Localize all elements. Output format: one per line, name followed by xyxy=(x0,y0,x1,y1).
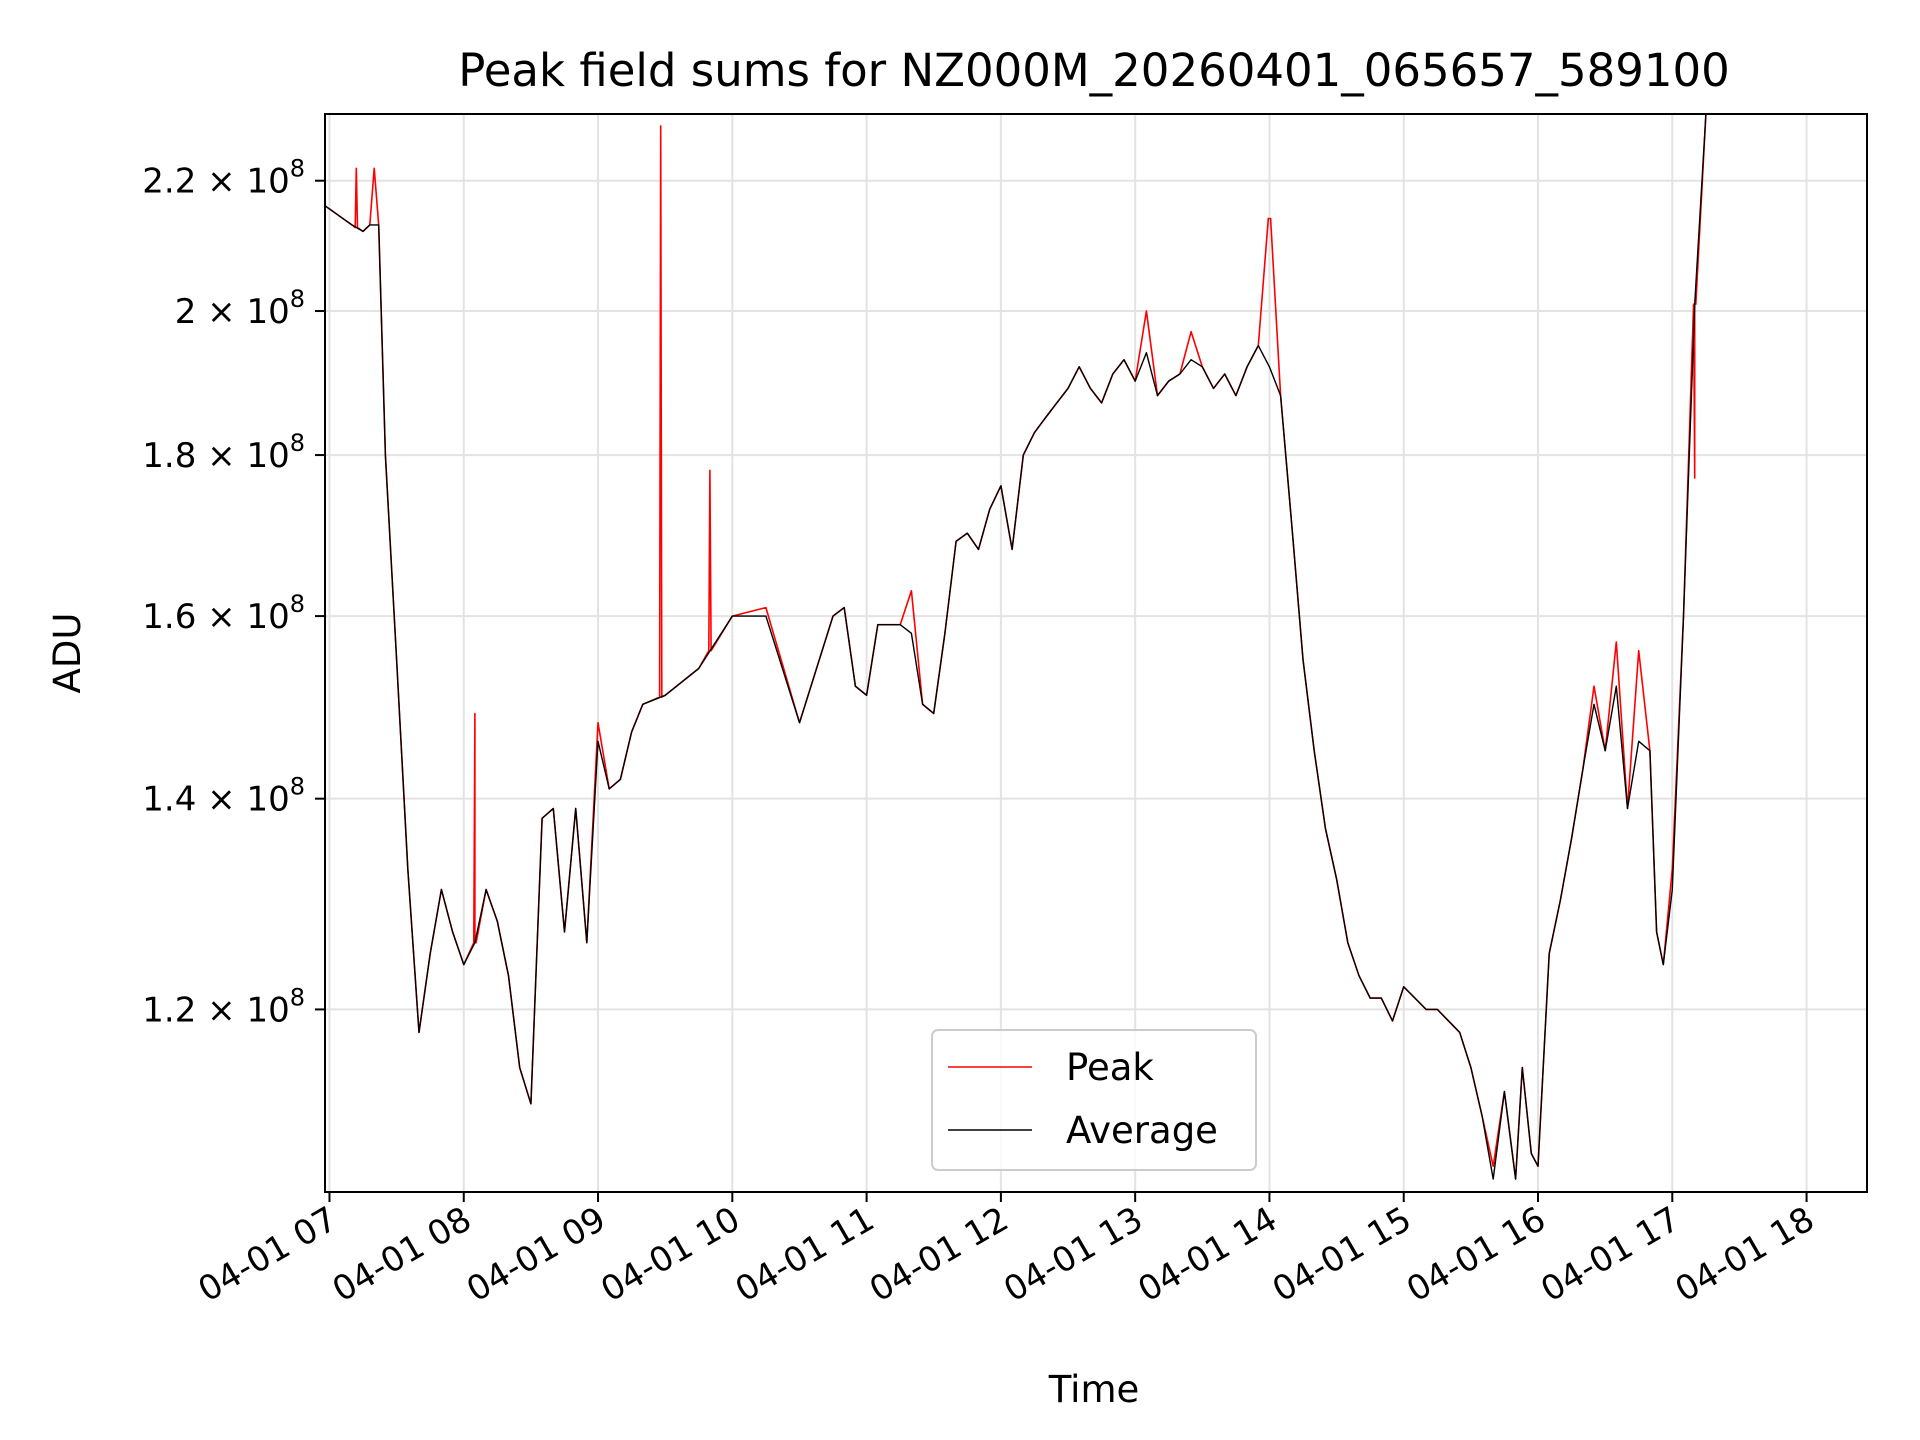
legend-box xyxy=(931,1029,1257,1171)
y-tick-label: 1.8 × 108 xyxy=(142,429,305,476)
chart-title: Peak field sums for NZ000M_20260401_0656… xyxy=(458,44,1730,97)
y-tick-label: 1.4 × 108 xyxy=(142,773,305,820)
legend-label-peak: Peak xyxy=(1066,1046,1154,1089)
y-tick-label: 1.6 × 108 xyxy=(142,590,305,637)
series-group xyxy=(325,114,1718,1180)
plot-frame xyxy=(324,113,1868,1193)
series-line-average xyxy=(325,114,1718,1180)
y-axis-title: ADU xyxy=(46,613,89,694)
y-axis: 1.2 × 108 1.4 × 108 1.6 × 108 1.8 × 108 2 × … xyxy=(142,155,325,1030)
grid xyxy=(325,114,1867,1192)
legend-label-average: Average xyxy=(1066,1109,1218,1152)
y-tick-label: 2.2 × 108 xyxy=(142,155,305,202)
y-tick-label: 1.2 × 108 xyxy=(142,983,305,1030)
x-axis-title: Time xyxy=(1048,1368,1140,1411)
legend: Peak Average xyxy=(931,1029,1257,1171)
y-tick-label: 2 × 108 xyxy=(175,285,305,332)
